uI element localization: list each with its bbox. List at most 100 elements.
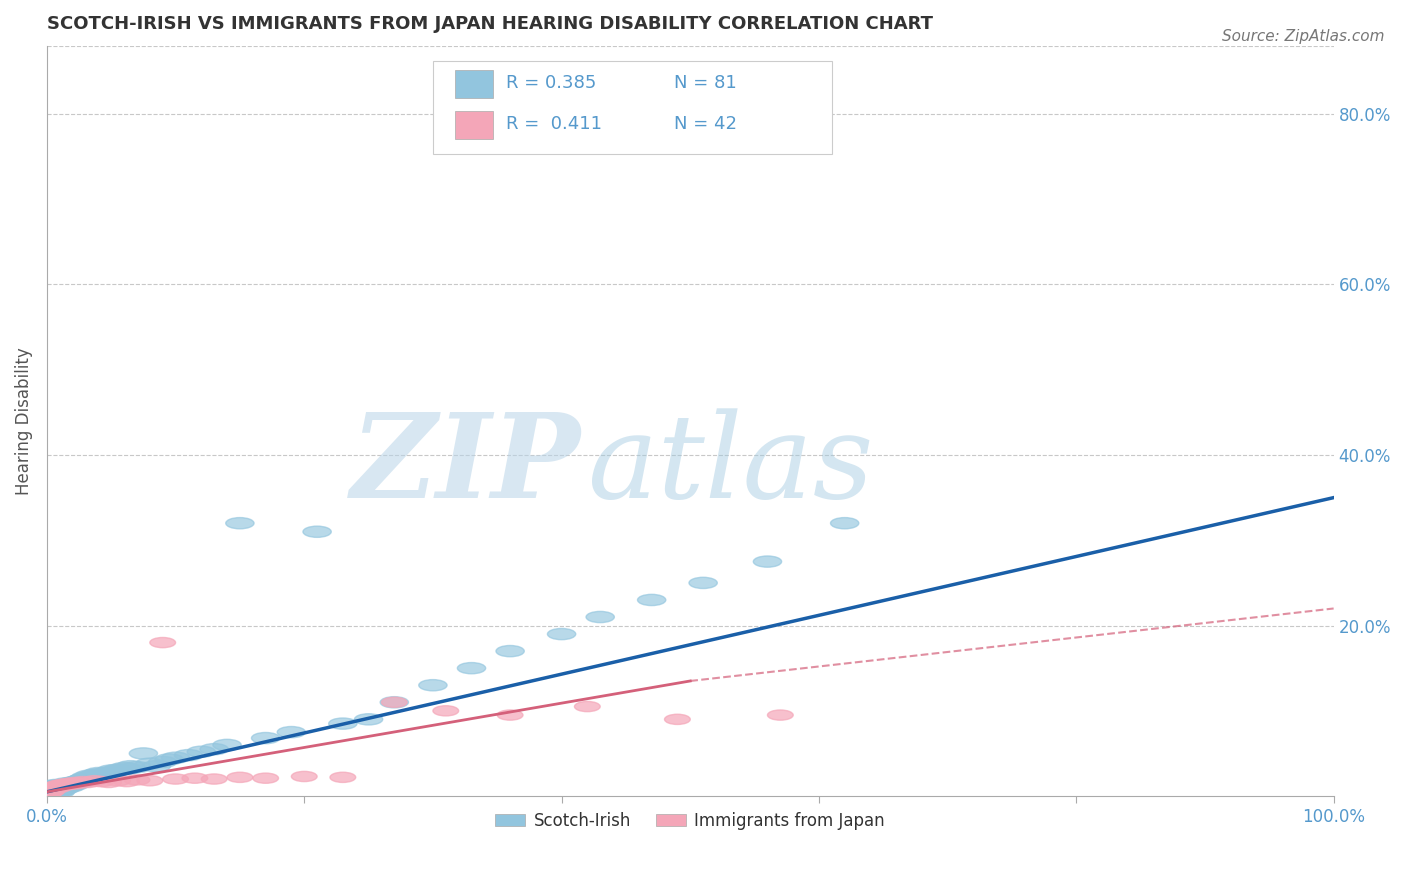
- Ellipse shape: [96, 777, 121, 788]
- Ellipse shape: [226, 517, 254, 529]
- Ellipse shape: [48, 780, 76, 791]
- Ellipse shape: [45, 783, 75, 794]
- Ellipse shape: [117, 761, 145, 772]
- Ellipse shape: [39, 784, 67, 796]
- Text: SCOTCH-IRISH VS IMMIGRANTS FROM JAPAN HEARING DISABILITY CORRELATION CHART: SCOTCH-IRISH VS IMMIGRANTS FROM JAPAN HE…: [46, 15, 934, 33]
- Ellipse shape: [42, 783, 67, 794]
- Ellipse shape: [35, 789, 60, 798]
- Ellipse shape: [105, 776, 131, 786]
- Ellipse shape: [97, 764, 125, 776]
- Ellipse shape: [67, 774, 96, 786]
- Legend: Scotch-Irish, Immigrants from Japan: Scotch-Irish, Immigrants from Japan: [489, 805, 891, 837]
- Ellipse shape: [69, 773, 97, 785]
- Ellipse shape: [44, 781, 72, 792]
- Ellipse shape: [149, 756, 177, 768]
- Ellipse shape: [380, 697, 409, 708]
- Ellipse shape: [62, 777, 89, 788]
- Ellipse shape: [37, 788, 62, 797]
- Ellipse shape: [49, 782, 77, 793]
- Ellipse shape: [60, 779, 86, 789]
- Ellipse shape: [200, 744, 228, 755]
- Ellipse shape: [302, 526, 332, 537]
- Ellipse shape: [42, 784, 70, 795]
- Ellipse shape: [94, 766, 122, 778]
- Ellipse shape: [291, 772, 318, 781]
- Ellipse shape: [80, 769, 108, 780]
- Ellipse shape: [226, 772, 253, 782]
- Ellipse shape: [56, 781, 84, 792]
- Ellipse shape: [41, 783, 69, 794]
- Ellipse shape: [135, 758, 165, 769]
- Ellipse shape: [38, 785, 66, 797]
- Ellipse shape: [44, 781, 69, 792]
- Ellipse shape: [46, 784, 75, 795]
- Text: R = 0.385: R = 0.385: [506, 74, 596, 92]
- Ellipse shape: [53, 780, 82, 791]
- Ellipse shape: [48, 784, 76, 796]
- Ellipse shape: [45, 782, 72, 793]
- Ellipse shape: [38, 787, 63, 797]
- Ellipse shape: [212, 739, 242, 750]
- Ellipse shape: [155, 754, 183, 765]
- Ellipse shape: [82, 776, 107, 786]
- Ellipse shape: [56, 778, 82, 789]
- Text: R =  0.411: R = 0.411: [506, 115, 602, 134]
- Ellipse shape: [51, 783, 79, 794]
- Bar: [454, 111, 494, 139]
- Ellipse shape: [419, 680, 447, 691]
- Ellipse shape: [381, 698, 408, 707]
- Ellipse shape: [586, 611, 614, 623]
- Text: Source: ZipAtlas.com: Source: ZipAtlas.com: [1222, 29, 1385, 45]
- Ellipse shape: [52, 778, 80, 789]
- Ellipse shape: [65, 775, 93, 787]
- Ellipse shape: [52, 782, 80, 793]
- Text: ZIP: ZIP: [350, 409, 581, 524]
- FancyBboxPatch shape: [433, 61, 832, 154]
- Ellipse shape: [181, 773, 208, 783]
- Ellipse shape: [75, 770, 104, 781]
- Ellipse shape: [66, 777, 94, 788]
- Ellipse shape: [53, 780, 79, 790]
- Text: N = 81: N = 81: [673, 74, 737, 92]
- Ellipse shape: [114, 776, 139, 787]
- Ellipse shape: [66, 778, 91, 789]
- Ellipse shape: [114, 764, 142, 774]
- Ellipse shape: [122, 762, 150, 772]
- Y-axis label: Hearing Disability: Hearing Disability: [15, 347, 32, 495]
- Ellipse shape: [41, 786, 69, 797]
- Ellipse shape: [253, 773, 278, 783]
- Ellipse shape: [42, 780, 70, 790]
- Ellipse shape: [637, 594, 666, 606]
- Ellipse shape: [60, 780, 89, 790]
- Ellipse shape: [58, 779, 86, 789]
- Ellipse shape: [39, 780, 67, 791]
- Ellipse shape: [45, 787, 75, 798]
- Ellipse shape: [831, 517, 859, 529]
- Ellipse shape: [77, 771, 105, 782]
- Ellipse shape: [354, 714, 382, 725]
- Ellipse shape: [75, 772, 103, 784]
- Ellipse shape: [48, 780, 75, 791]
- Ellipse shape: [62, 776, 90, 788]
- Ellipse shape: [45, 780, 70, 791]
- Ellipse shape: [60, 778, 90, 789]
- Ellipse shape: [754, 556, 782, 567]
- Ellipse shape: [129, 747, 157, 759]
- Ellipse shape: [201, 774, 226, 784]
- Ellipse shape: [44, 785, 72, 797]
- Ellipse shape: [87, 768, 115, 780]
- Ellipse shape: [162, 752, 190, 764]
- Ellipse shape: [37, 787, 65, 798]
- Ellipse shape: [84, 767, 112, 779]
- Ellipse shape: [90, 771, 120, 782]
- Text: atlas: atlas: [588, 409, 873, 524]
- Ellipse shape: [39, 788, 67, 799]
- Ellipse shape: [575, 701, 600, 712]
- Ellipse shape: [768, 710, 793, 720]
- Ellipse shape: [37, 784, 65, 795]
- Ellipse shape: [89, 776, 114, 787]
- Ellipse shape: [45, 786, 73, 797]
- Ellipse shape: [46, 780, 73, 790]
- Ellipse shape: [41, 784, 66, 795]
- Ellipse shape: [457, 663, 485, 673]
